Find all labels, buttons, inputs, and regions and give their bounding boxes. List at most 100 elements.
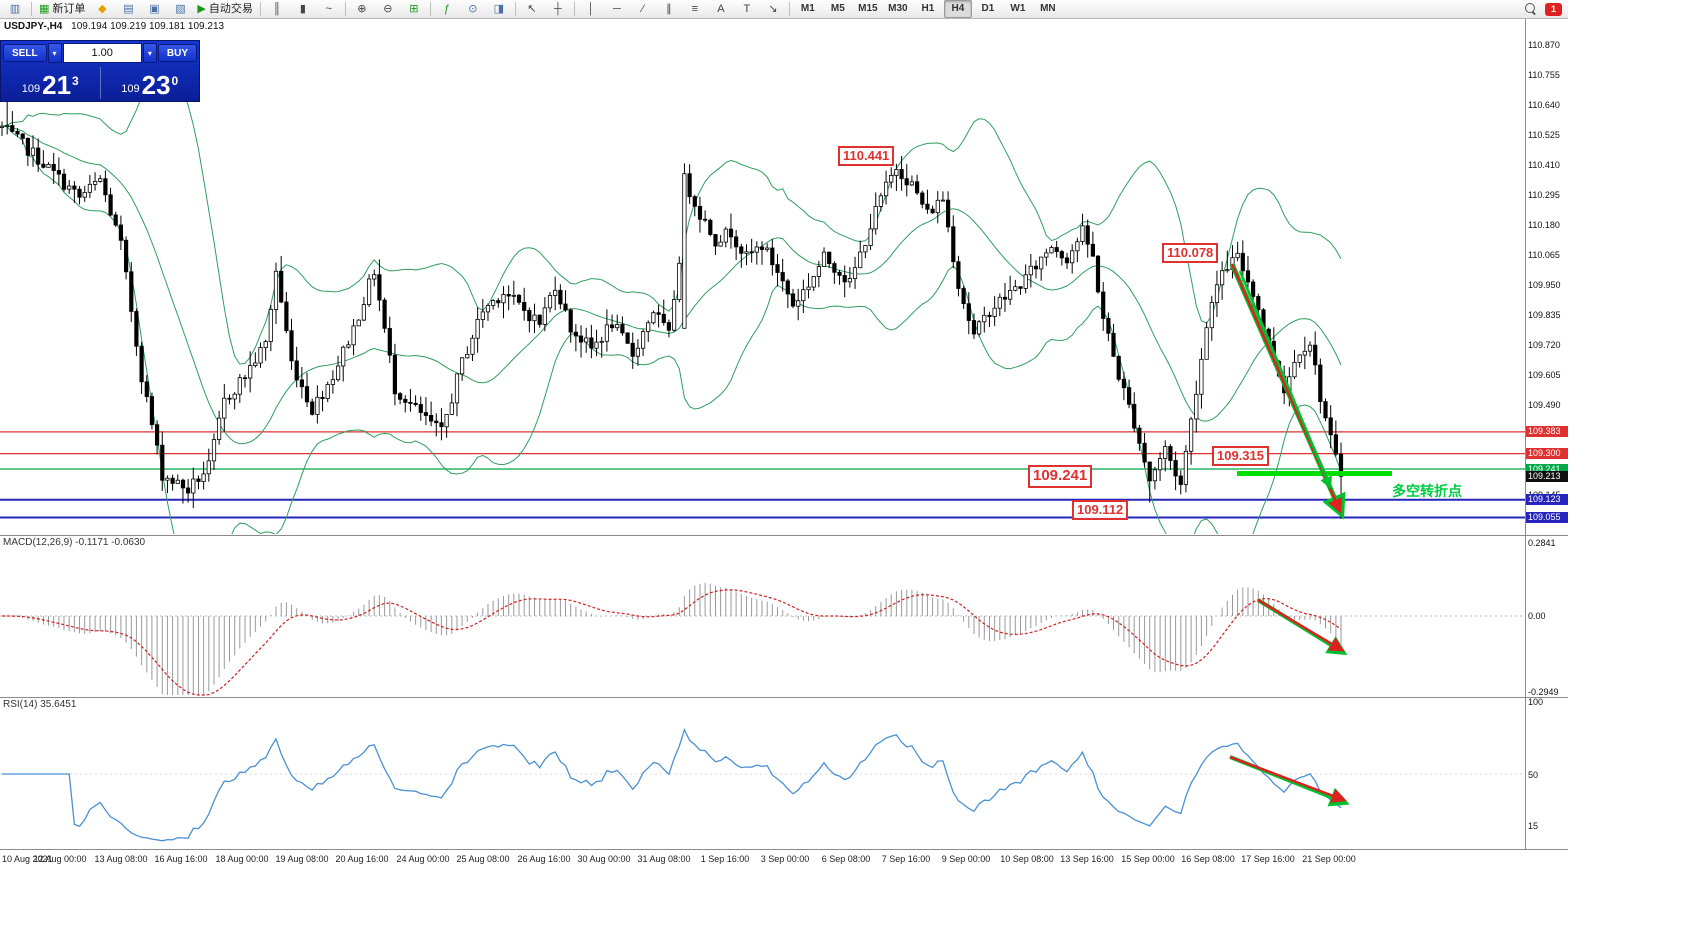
new-order-button: ▦ <box>39 3 50 15</box>
tf-m15-button[interactable]: M15 <box>854 0 882 18</box>
price-axis-label: 110.065 <box>1528 249 1560 260</box>
sell-price-prefix: 109 <box>21 83 41 95</box>
channel-icon[interactable]: ∥ <box>657 0 681 18</box>
new-order-button[interactable]: ▦ 新订单 <box>36 0 88 18</box>
sell-button[interactable]: SELL <box>3 44 47 62</box>
time-axis-label: 3 Sep 00:00 <box>760 854 810 864</box>
notification-badge[interactable]: 1 <box>1545 2 1562 16</box>
time-axis-label: 7 Sep 16:00 <box>881 854 931 864</box>
arrows-icon[interactable]: ↘ <box>761 0 785 18</box>
channel-icon: ∥ <box>666 3 672 15</box>
auto-trading-button-label: 自动交易 <box>208 3 253 15</box>
candlestick-icon[interactable]: ▮ <box>291 0 315 18</box>
sell-price[interactable]: 109 21 3 <box>1 65 100 101</box>
indicators-icon[interactable]: ƒ <box>435 0 459 18</box>
fibonacci-icon[interactable]: ≡ <box>683 0 707 18</box>
tf-h4-button[interactable]: H4 <box>943 0 972 18</box>
crosshair-icon: ┼ <box>553 3 562 15</box>
tf-h1-button[interactable]: H1 <box>914 0 942 18</box>
price-chart[interactable] <box>0 19 1525 849</box>
crosshair-icon[interactable]: ┼ <box>546 0 570 18</box>
time-axis-label: 9 Sep 00:00 <box>941 854 991 864</box>
time-axis-label: 6 Sep 08:00 <box>821 854 871 864</box>
tile-windows-icon[interactable]: ⊞ <box>402 0 426 18</box>
cursor-icon[interactable]: ↖ <box>520 0 544 18</box>
search-icon[interactable] <box>1525 3 1537 15</box>
price-axis-label: 110.755 <box>1528 69 1560 80</box>
turning-point-annotation[interactable]: 多空转折点 <box>1392 483 1462 499</box>
volume-input[interactable] <box>63 46 141 60</box>
navigator-icon[interactable]: ▧ <box>168 0 192 18</box>
time-axis-label: 12 Aug 00:00 <box>33 854 87 864</box>
zoom-out-icon[interactable]: ⊖ <box>376 0 400 18</box>
templates-icon[interactable]: ◨ <box>487 0 511 18</box>
time-axis[interactable]: 10 Aug 2021 12 Aug 00:00 13 Aug 08:00 16 Au… <box>0 849 1568 872</box>
label-icon[interactable]: T <box>735 0 759 18</box>
text-icon[interactable]: A <box>709 0 733 18</box>
buy-price[interactable]: 109 23 0 <box>101 65 200 101</box>
line-chart-icon[interactable]: ~ <box>317 0 341 18</box>
tf-m5-button[interactable]: M5 <box>824 0 852 18</box>
price-callout[interactable]: 110.441 <box>838 146 895 167</box>
arrows-icon: ↘ <box>768 3 778 15</box>
price-callout[interactable]: 109.315 <box>1212 446 1269 467</box>
zoom-out-icon: ⊖ <box>383 3 393 15</box>
periods-icon[interactable]: ⊙ <box>461 0 485 18</box>
trendline-icon[interactable]: ∕ <box>631 0 655 18</box>
line-chart-icon: ~ <box>325 3 333 15</box>
price-callout[interactable]: 109.112 <box>1072 500 1129 521</box>
tf-m30-button[interactable]: M30 <box>884 0 912 18</box>
vertical-line-icon: │ <box>587 3 595 15</box>
favorites-icon[interactable]: ◆ <box>90 0 114 18</box>
horizontal-line-icon[interactable]: ─ <box>605 0 629 18</box>
tf-d1-button[interactable]: D1 <box>974 0 1002 18</box>
price-axis-label: 109.720 <box>1528 339 1561 350</box>
price-axis-label: 110.870 <box>1528 39 1560 50</box>
buy-button[interactable]: BUY <box>157 44 197 62</box>
rsi-panel-divider[interactable] <box>0 697 1568 698</box>
time-axis-label: 21 Sep 00:00 <box>1302 854 1356 864</box>
vertical-line-icon[interactable]: │ <box>579 0 603 18</box>
macd-panel-divider[interactable] <box>0 535 1568 536</box>
sell-price-sup: 3 <box>72 74 79 88</box>
toolbar-separator <box>514 2 516 16</box>
time-axis-label: 26 Aug 16:00 <box>517 854 571 864</box>
tf-mn-button[interactable]: MN <box>1034 0 1062 18</box>
price-axis-label: 110.640 <box>1528 99 1560 110</box>
time-axis-label: 30 Aug 00:00 <box>577 854 631 864</box>
market-watch-icon[interactable]: ▤ <box>116 0 140 18</box>
time-axis-label: 1 Sep 16:00 <box>700 854 750 864</box>
navigator-icon: ▧ <box>175 3 186 15</box>
price-callout[interactable]: 109.241 <box>1028 465 1093 488</box>
price-tag-blue: 109.055 <box>1526 512 1568 523</box>
auto-trading-button[interactable]: ▶ 自动交易 <box>194 0 255 18</box>
tf-w1-button[interactable]: W1 <box>1004 0 1032 18</box>
bar-chart-icon[interactable]: ║ <box>265 0 289 18</box>
time-axis-label: 20 Aug 16:00 <box>335 854 389 864</box>
label-icon: T <box>743 3 751 15</box>
one-click-trading-panel: SELL ▾ ▾ BUY 109 21 3 109 <box>0 40 200 102</box>
chart-area[interactable]: 110.870 110.755 110.640 110.525 110.410 110.2… <box>0 19 1568 872</box>
price-axis[interactable]: 110.870 110.755 110.640 110.525 110.410 110.2… <box>1525 19 1568 849</box>
favorites-icon: ◆ <box>98 3 107 15</box>
zoom-in-icon: ⊕ <box>357 3 367 15</box>
price-tag-red: 109.383 <box>1526 426 1568 438</box>
ohlc-values: 109.194 109.219 109.181 109.213 <box>71 21 225 32</box>
price-axis-label: 109.605 <box>1528 369 1561 380</box>
toolbar-separator <box>31 2 32 16</box>
tile-windows-icon: ⊞ <box>409 3 419 15</box>
indicators-icon: ƒ <box>443 3 450 15</box>
zoom-in-icon[interactable]: ⊕ <box>350 0 374 18</box>
data-window-icon[interactable]: ▣ <box>142 0 166 18</box>
time-axis-label: 15 Sep 00:00 <box>1121 854 1175 864</box>
time-axis-label: 31 Aug 08:00 <box>637 854 691 864</box>
chart-window-icon[interactable]: ▥ <box>3 0 27 18</box>
buy-dropdown-icon[interactable]: ▾ <box>142 43 157 63</box>
price-callout[interactable]: 110.078 <box>1162 243 1219 264</box>
sell-dropdown-icon[interactable]: ▾ <box>47 43 62 63</box>
indicator-axis-label: 15 <box>1528 821 1539 832</box>
indicator-axis-label: 0.2841 <box>1528 538 1556 548</box>
tf-m1-button[interactable]: M1 <box>794 0 822 18</box>
time-axis-label: 19 Aug 08:00 <box>275 854 329 864</box>
